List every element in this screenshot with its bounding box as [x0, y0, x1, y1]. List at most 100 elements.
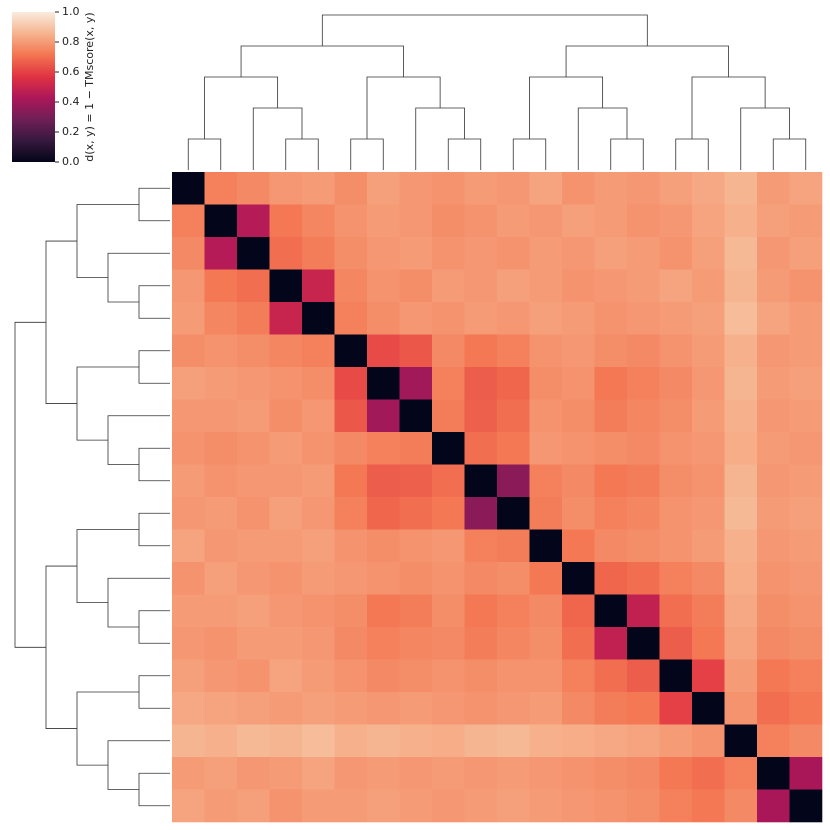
heatmap-cell	[529, 367, 563, 400]
heatmap-cell	[464, 562, 498, 595]
heatmap-cell	[529, 172, 563, 205]
heatmap-cell	[334, 659, 368, 693]
heatmap-cell	[237, 302, 270, 335]
heatmap-cell	[399, 562, 433, 595]
heatmap-cell	[692, 334, 725, 368]
heatmap-cell	[172, 302, 205, 335]
heatmap-cell	[204, 724, 238, 758]
heatmap-cell	[627, 399, 660, 433]
heatmap-cell	[659, 237, 693, 270]
heatmap-cell	[399, 237, 433, 270]
heatmap-cell	[302, 789, 335, 823]
heatmap-cell	[204, 334, 238, 368]
heatmap-cell	[627, 204, 660, 238]
heatmap-cell	[692, 464, 725, 498]
heatmap-cell	[432, 497, 465, 530]
heatmap-cell	[659, 594, 693, 628]
dendrogram-branch	[675, 138, 709, 170]
heatmap-cell	[172, 757, 205, 790]
heatmap-cell	[529, 432, 563, 465]
heatmap-cell	[757, 692, 790, 725]
heatmap-cell	[432, 724, 465, 758]
heatmap-cell	[269, 562, 303, 595]
heatmap-cell	[237, 464, 270, 498]
heatmap-cell	[269, 204, 303, 238]
heatmap-cell	[757, 757, 790, 790]
heatmap-cell	[594, 172, 628, 205]
heatmap-cell	[497, 497, 530, 530]
heatmap-cell	[724, 692, 758, 725]
heatmap-cell	[789, 204, 823, 238]
heatmap-cell	[269, 692, 303, 725]
dendrogram-branch	[366, 76, 441, 139]
heatmap-cell	[659, 269, 693, 303]
heatmap-cell	[529, 334, 563, 368]
heatmap-cell	[529, 399, 563, 433]
heatmap-cell	[594, 399, 628, 433]
heatmap-cell	[757, 367, 790, 400]
heatmap-cell	[562, 334, 595, 368]
heatmap-cell	[172, 789, 205, 823]
heatmap-cell	[204, 659, 238, 693]
heatmap-cell	[497, 367, 530, 400]
dendrogram-branch	[76, 691, 139, 766]
heatmap-cell	[432, 334, 465, 368]
heatmap-cell	[334, 627, 368, 660]
heatmap-cell	[204, 464, 238, 498]
heatmap-cell	[367, 659, 400, 693]
heatmap-cell	[529, 594, 563, 628]
heatmap-cell	[594, 464, 628, 498]
heatmap-cell	[789, 464, 823, 498]
heatmap-cell	[367, 464, 400, 498]
heatmap-cell	[497, 269, 530, 303]
heatmap-cell	[562, 432, 595, 465]
heatmap-cell	[789, 659, 823, 693]
heatmap-cell	[367, 302, 400, 335]
heatmap-cell	[789, 367, 823, 400]
heatmap-cell	[269, 724, 303, 758]
heatmap-cell	[659, 432, 693, 465]
heatmap-cell	[334, 529, 368, 563]
heatmap-cell	[237, 627, 270, 660]
heatmap-cell	[692, 692, 725, 725]
heatmap-cell	[367, 724, 400, 758]
heatmap-cell	[432, 659, 465, 693]
dendrogram-branch	[76, 366, 139, 441]
dendrogram-branch	[107, 415, 170, 465]
heatmap-cell	[464, 172, 498, 205]
heatmap-cell	[562, 692, 595, 725]
heatmap-cell	[692, 204, 725, 238]
dendrogram-branch	[138, 350, 170, 384]
heatmap-cell	[627, 659, 660, 693]
heatmap-cell	[497, 627, 530, 660]
heatmap-cell	[627, 497, 660, 530]
heatmap-cell	[529, 724, 563, 758]
dendrogram-branch	[138, 675, 170, 709]
heatmap-cell	[464, 627, 498, 660]
heatmap-cell	[172, 497, 205, 530]
heatmap-cell	[497, 334, 530, 368]
dendrogram-branch	[529, 76, 604, 139]
dendrogram-branch	[138, 285, 170, 319]
dendrogram-branch	[691, 76, 766, 139]
colorbar-tick-label: 0.4	[62, 95, 80, 108]
heatmap-cell	[594, 269, 628, 303]
heatmap-cell	[789, 302, 823, 335]
heatmap-cell	[302, 692, 335, 725]
heatmap-cell	[724, 627, 758, 660]
heatmap-cell	[627, 692, 660, 725]
heatmap-cell	[432, 627, 465, 660]
heatmap-cell	[302, 724, 335, 758]
heatmap-cell	[789, 724, 823, 758]
heatmap-cell	[659, 399, 693, 433]
heatmap-cell	[432, 204, 465, 238]
heatmap-cell	[399, 529, 433, 563]
heatmap-cell	[692, 302, 725, 335]
heatmap-cell	[204, 529, 238, 563]
heatmap-cell	[757, 529, 790, 563]
heatmap-cell	[302, 627, 335, 660]
colorbar-tick-label: 0.2	[62, 125, 80, 138]
dendrogram-branch	[610, 138, 644, 170]
heatmap-cell	[627, 237, 660, 270]
heatmap-cell	[724, 724, 758, 758]
